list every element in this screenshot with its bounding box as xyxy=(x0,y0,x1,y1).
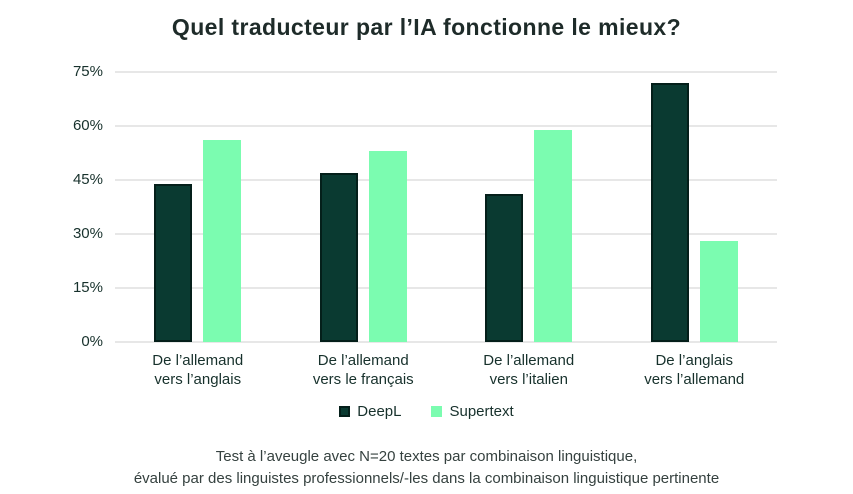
bar-deepl-4 xyxy=(650,82,689,342)
bar-group-3 xyxy=(446,72,612,342)
bar-supertext-4 xyxy=(699,241,738,342)
plot-area xyxy=(115,71,778,343)
gridline-0 xyxy=(115,341,777,343)
x-axis-label-2: De l’allemand vers le français xyxy=(312,352,414,388)
y-axis-label-30: 30% xyxy=(72,225,103,242)
legend: DeepL Supertext xyxy=(0,403,853,420)
bar-deepl-3 xyxy=(485,194,524,342)
footnote-line-2: évalué par des linguistes professionnels… xyxy=(133,470,720,487)
bar-group-2 xyxy=(281,72,447,342)
legend-swatch-deepl xyxy=(339,406,351,417)
y-axis-label-15: 15% xyxy=(72,279,103,296)
chart-title: Quel traducteur par l’IA fonctionne le m… xyxy=(171,14,682,40)
gridline-30 xyxy=(115,233,777,235)
bar-group-4 xyxy=(612,72,778,342)
bar-group-1 xyxy=(115,72,281,342)
footnote: Test à l’aveugle avec N=20 textes par co… xyxy=(0,446,853,490)
y-axis-label-45: 45% xyxy=(72,171,103,188)
bar-deepl-1 xyxy=(154,183,193,342)
gridline-15 xyxy=(115,287,777,289)
bar-deepl-2 xyxy=(319,172,358,342)
x-axis-label-4: De l’anglais vers l’allemand xyxy=(644,352,745,388)
legend-item-supertext: Supertext xyxy=(431,403,514,420)
bar-supertext-3 xyxy=(534,129,573,342)
legend-item-deepl: DeepL xyxy=(339,403,401,420)
legend-label-deepl: DeepL xyxy=(357,403,402,420)
gridline-45 xyxy=(115,179,777,181)
y-axis-label-75: 75% xyxy=(72,63,103,80)
y-axis-label-60: 60% xyxy=(72,117,103,134)
gridline-75 xyxy=(115,71,777,73)
y-axis-label-0: 0% xyxy=(81,333,103,350)
bar-supertext-2 xyxy=(368,151,407,342)
legend-swatch-supertext xyxy=(431,406,443,417)
gridline-60 xyxy=(115,125,777,127)
x-axis: De l’allemand vers l’anglais De l’alleman… xyxy=(115,351,777,395)
bar-supertext-1 xyxy=(203,140,242,342)
x-axis-label-3: De l’allemand vers l’italien xyxy=(483,352,575,388)
x-axis-label-1: De l’allemand vers l’anglais xyxy=(152,352,244,388)
legend-label-supertext: Supertext xyxy=(449,403,514,420)
footnote-line-1: Test à l’aveugle avec N=20 textes par co… xyxy=(215,448,638,465)
